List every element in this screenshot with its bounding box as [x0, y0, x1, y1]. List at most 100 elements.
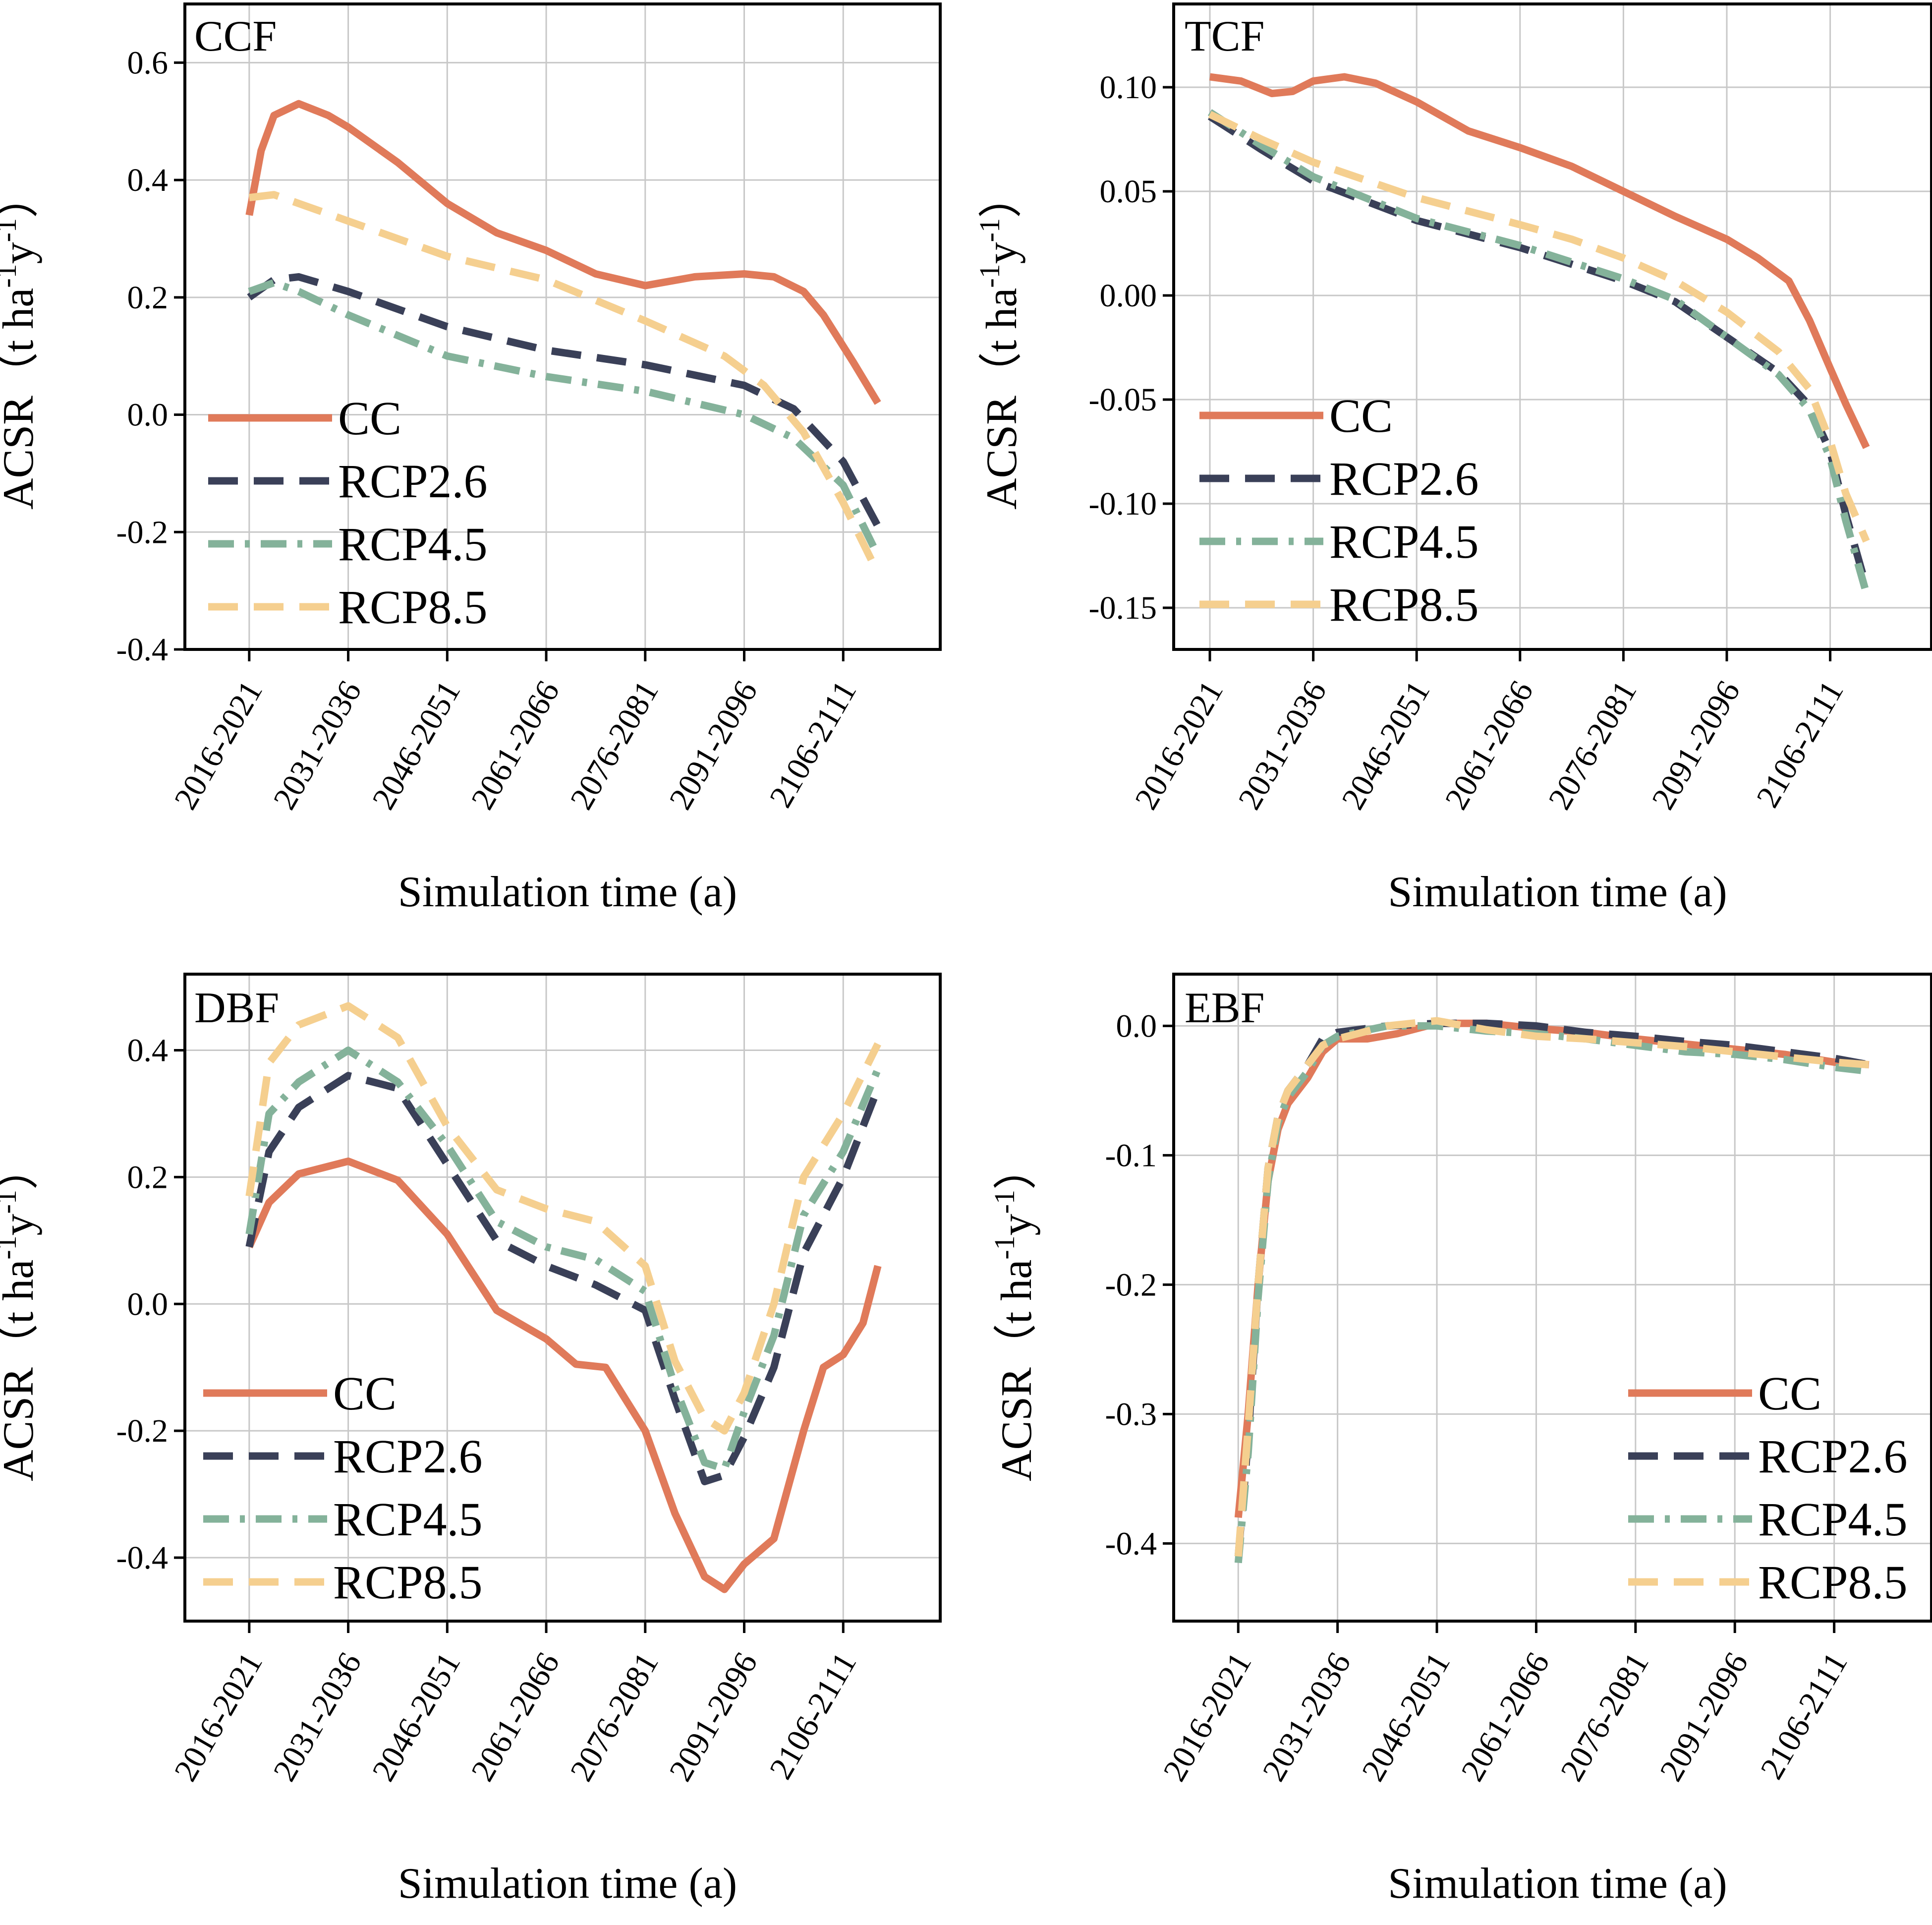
x-axis-title: Simulation time (a) [1388, 868, 1727, 916]
legend-label: RCP4.5 [333, 1493, 482, 1546]
y-tick-label: -0.4 [1105, 1525, 1157, 1562]
legend-label: RCP8.5 [333, 1556, 482, 1609]
x-tick-label: 2106-2111 [762, 1646, 863, 1785]
x-tick-label: 2091-2096 [1645, 675, 1747, 816]
panel-ebf: -0.4 -0.3 -0.2 -0.1 0.0 2016-20212031-2036204… [988, 973, 1932, 1908]
x-tick-label: 2061-2066 [1454, 1646, 1556, 1787]
x-tick-label: 2091-2096 [662, 1646, 764, 1787]
y-tick-label: -0.2 [1105, 1267, 1157, 1303]
legend-label: RCP4.5 [1329, 515, 1478, 568]
series-line-cc [245, 100, 881, 405]
x-axis-title: Simulation time (a) [398, 1860, 737, 1908]
y-tick-label: 0.05 [1100, 174, 1157, 210]
plot-frame [1172, 973, 1932, 1623]
y-axis-title-part: y [993, 1214, 1041, 1235]
x-tick-label: 2046-2051 [1355, 1646, 1457, 1787]
x-tick-label: 2061-2066 [464, 1646, 567, 1787]
y-tick-label: -0.05 [1089, 382, 1157, 418]
y-tick-label: 0.6 [127, 45, 169, 81]
panel-title: DBF [194, 984, 279, 1032]
y-axis-title-part: -1 [0, 1190, 22, 1214]
x-tick-label: 2106-2111 [1750, 675, 1851, 814]
series-line-rcp26 [1234, 1019, 1870, 1557]
x-tick-label: 2091-2096 [1653, 1646, 1755, 1787]
x-tick-label: 2031-2036 [1231, 675, 1333, 816]
series-line-rcp26 [1207, 113, 1870, 588]
plot-frame [1172, 2, 1932, 651]
series-line-rcp85 [1234, 1017, 1870, 1557]
x-tick-label: 2076-2081 [1554, 1646, 1656, 1787]
series-line-rcp45 [1207, 109, 1870, 594]
x-tick-label: 2031-2036 [266, 1646, 368, 1787]
x-tick-label: 2091-2096 [662, 675, 764, 816]
x-tick-label: 2061-2066 [464, 675, 567, 816]
legend-label: CC [1329, 389, 1393, 442]
panel-title: CCF [194, 12, 277, 60]
legend-label: RCP2.6 [1758, 1430, 1907, 1483]
panel-title: TCF [1185, 12, 1264, 60]
legend-label: RCP4.5 [338, 518, 487, 571]
panel-dbf: -0.4 -0.2 0.0 0.2 0.4 2016-20212031-20362046-… [0, 973, 942, 1908]
legend-label: RCP8.5 [338, 581, 487, 634]
y-axis-title-part: ACSR（t ha [0, 1260, 43, 1481]
series-line-rcp45 [245, 1047, 882, 1473]
y-tick-label: -0.1 [1105, 1137, 1157, 1173]
y-tick-label: -0.15 [1089, 590, 1157, 626]
x-tick-label: 2106-2111 [762, 675, 863, 814]
series-line-rcp26 [247, 273, 881, 528]
y-axis-title-part: y [978, 242, 1026, 264]
y-tick-label: 0.10 [1100, 69, 1157, 106]
y-tick-label: 0.4 [127, 1033, 169, 1069]
y-tick-label: -0.2 [116, 1413, 168, 1449]
y-axis-title-part: ） [978, 175, 1026, 218]
x-tick-label: 2076-2081 [564, 1646, 666, 1787]
x-tick-label: 2016-2021 [1156, 1646, 1258, 1787]
plot-frame [183, 973, 942, 1623]
y-axis-title: ACSR（t ha-1y-1） [0, 1146, 43, 1481]
legend-label: CC [338, 392, 401, 445]
plot-frame [183, 2, 942, 651]
legend-label: CC [1758, 1367, 1821, 1420]
legend-label: RCP2.6 [338, 455, 487, 508]
y-axis-title-part: -1 [988, 1235, 1021, 1259]
series-line-rcp45 [248, 279, 881, 557]
legend: CC RCP2.6 RCP4.5 RCP8.5 [208, 392, 487, 634]
legend: CC RCP2.6 RCP4.5 RCP8.5 [203, 1367, 482, 1609]
legend-label: RCP2.6 [1329, 452, 1478, 505]
legend-label: CC [333, 1367, 397, 1420]
x-tick-label: 2046-2051 [365, 1646, 467, 1787]
y-axis-title-part: ACSR（t ha [978, 288, 1026, 510]
panel-tcf: -0.15 -0.10 -0.05 0.00 0.05 0.10 2016-2021 2031… [973, 2, 1932, 916]
x-tick-label: 2046-2051 [1335, 675, 1437, 816]
y-axis-title-part: ACSR（t ha [993, 1260, 1041, 1481]
y-axis-title-part: -1 [973, 264, 1006, 288]
y-tick-label: 0.0 [127, 397, 169, 433]
y-axis-title-part: y [0, 242, 43, 264]
y-axis-title-part: -1 [988, 1190, 1021, 1214]
x-tick-label: 2076-2081 [564, 675, 666, 816]
panel-ccf: -0.4-0.20.00.20.40.62016-20212031-203620… [0, 2, 942, 916]
y-tick-label: 0.2 [127, 280, 169, 316]
series-line-cc [1209, 73, 1870, 449]
series-line-rcp85 [245, 1002, 881, 1435]
y-tick-label: -0.4 [116, 1540, 168, 1576]
x-tick-label: 2031-2036 [1255, 1646, 1358, 1787]
series-line-rcp85 [1208, 111, 1870, 543]
y-tick-label: -0.2 [116, 514, 168, 550]
y-tick-label: 0.4 [127, 162, 169, 198]
panel-title: EBF [1185, 984, 1264, 1032]
legend-label: RCP4.5 [1758, 1493, 1907, 1546]
y-axis-title-part: -1 [0, 1235, 22, 1259]
y-axis-title: ACSR（t ha-1y-1） [973, 175, 1026, 510]
y-axis-title-part: ） [0, 175, 43, 218]
x-tick-label: 2016-2021 [168, 675, 270, 816]
x-axis-title: Simulation time (a) [398, 868, 737, 916]
y-axis-title-part: -1 [0, 264, 22, 288]
x-tick-label: 2106-2111 [1754, 1646, 1855, 1785]
legend: CC RCP2.6 RCP4.5 RCP8.5 [1628, 1367, 1907, 1609]
x-tick-label: 2031-2036 [266, 675, 368, 816]
legend: CC RCP2.6 RCP4.5 RCP8.5 [1199, 389, 1478, 631]
y-tick-label: 0.2 [127, 1159, 169, 1195]
legend-label: RCP8.5 [1758, 1556, 1907, 1609]
x-tick-label: 2076-2081 [1541, 675, 1644, 816]
